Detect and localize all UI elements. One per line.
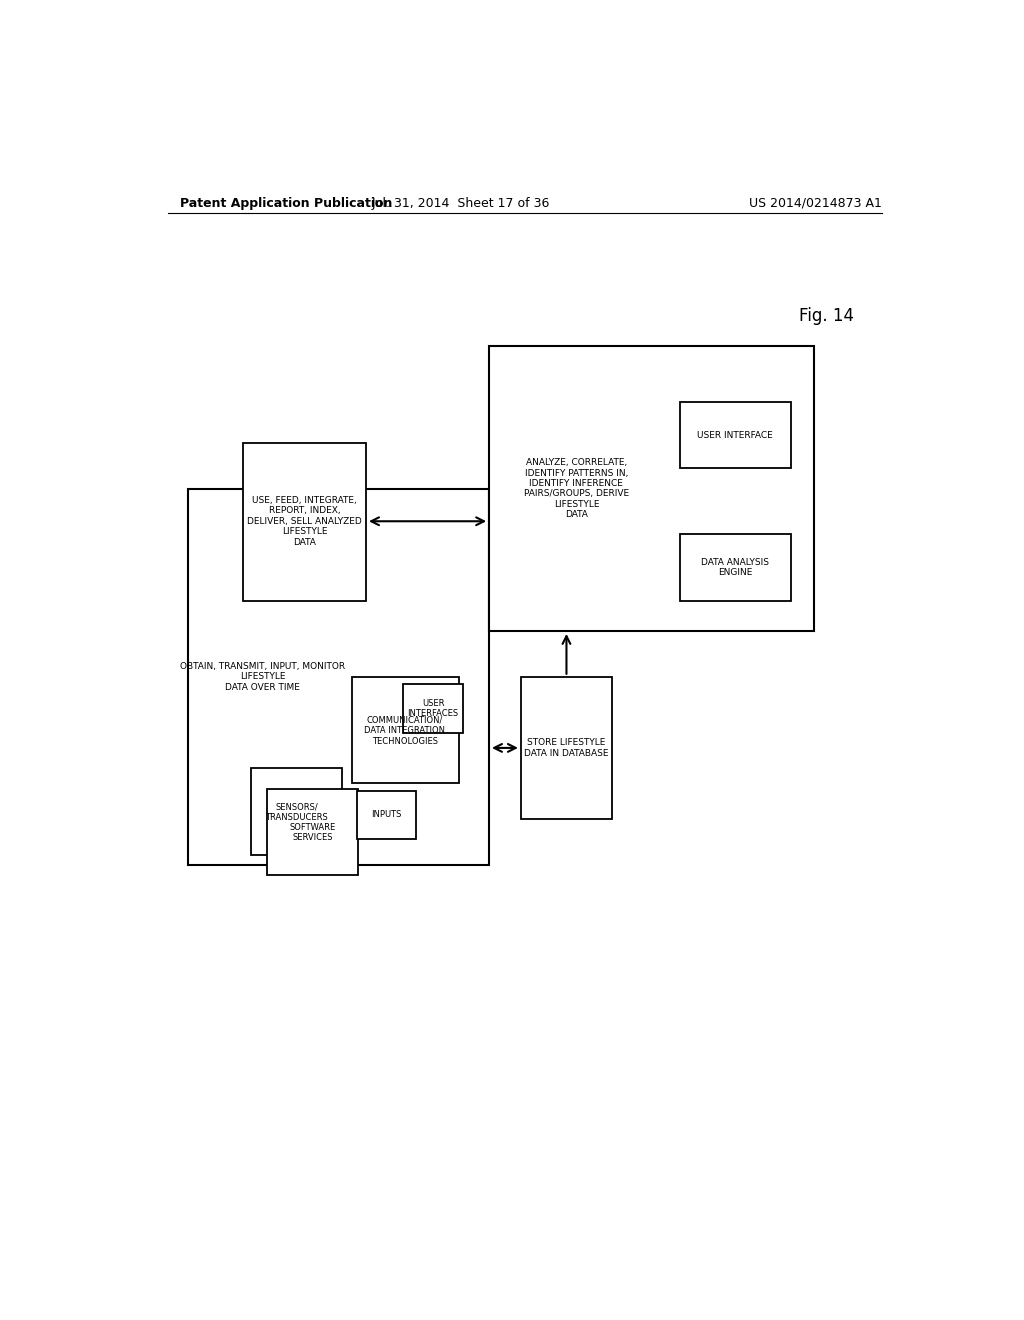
Text: DATA ANALYSIS
ENGINE: DATA ANALYSIS ENGINE [701, 558, 769, 577]
Bar [243, 444, 367, 601]
Text: STORE LIFESTYLE
DATA IN DATABASE: STORE LIFESTYLE DATA IN DATABASE [524, 738, 608, 758]
Text: SOFTWARE
SERVICES: SOFTWARE SERVICES [290, 822, 336, 842]
Bar [251, 768, 342, 854]
Text: COMMUNICATION/
DATA INTEGRATION
TECHNOLOGIES: COMMUNICATION/ DATA INTEGRATION TECHNOLO… [365, 715, 445, 746]
Text: USE, FEED, INTEGRATE,
REPORT, INDEX,
DELIVER, SELL ANALYZED
LIFESTYLE
DATA: USE, FEED, INTEGRATE, REPORT, INDEX, DEL… [247, 496, 361, 546]
Bar [680, 535, 791, 601]
Bar [680, 403, 791, 469]
Bar [187, 488, 489, 865]
Bar [489, 346, 814, 631]
Bar [356, 791, 416, 840]
Bar [521, 677, 612, 818]
Text: Fig. 14: Fig. 14 [799, 308, 854, 325]
Text: Patent Application Publication: Patent Application Publication [179, 197, 392, 210]
Bar [352, 677, 459, 784]
Text: US 2014/0214873 A1: US 2014/0214873 A1 [749, 197, 882, 210]
Text: SENSORS/
TRANSDUCERS: SENSORS/ TRANSDUCERS [265, 803, 328, 821]
Text: Jul. 31, 2014  Sheet 17 of 36: Jul. 31, 2014 Sheet 17 of 36 [372, 197, 551, 210]
Text: INPUTS: INPUTS [371, 810, 401, 820]
Text: USER
INTERFACES: USER INTERFACES [408, 698, 459, 718]
Text: ANALYZE, CORRELATE,
IDENTIFY PATTERNS IN,
IDENTIFY INFERENCE
PAIRS/GROUPS, DERIV: ANALYZE, CORRELATE, IDENTIFY PATTERNS IN… [524, 458, 629, 519]
Bar [403, 684, 463, 733]
Text: OBTAIN, TRANSMIT, INPUT, MONITOR
LIFESTYLE
DATA OVER TIME: OBTAIN, TRANSMIT, INPUT, MONITOR LIFESTY… [180, 661, 345, 692]
Text: USER INTERFACE: USER INTERFACE [697, 430, 773, 440]
Bar [267, 788, 358, 875]
